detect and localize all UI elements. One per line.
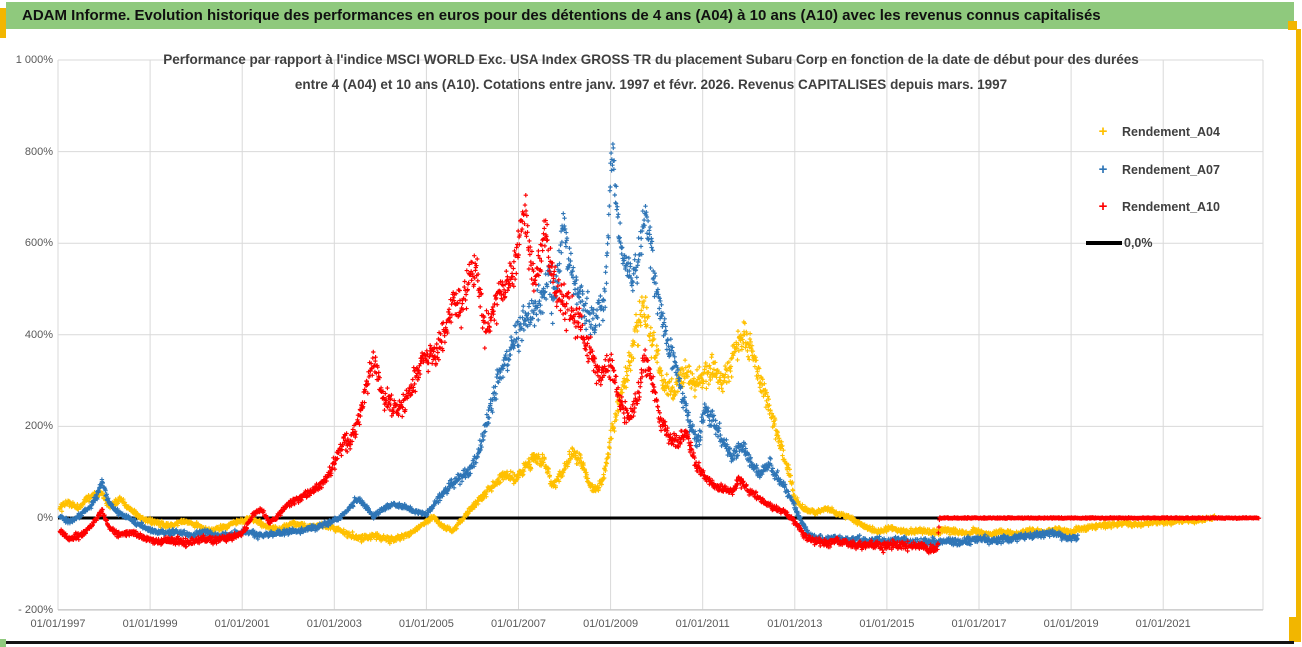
x-tick-label: 01/01/1997 [30, 618, 86, 630]
decor-gold-accent-top-left [0, 8, 6, 38]
x-tick-label: 01/01/2009 [583, 618, 639, 630]
legend-item-0-0-: 0,0% [1086, 233, 1153, 253]
decor-gold-strip-right [1296, 29, 1301, 641]
x-tick-label: 01/01/2011 [675, 618, 730, 630]
chart-title-line1: Performance par rapport à l'indice MSCI … [163, 52, 1139, 67]
y-tick-label: 1 000% [15, 54, 53, 66]
decor-green-accent-bottom-left [0, 639, 6, 647]
legend-label: 0,0% [1124, 236, 1153, 250]
x-tick-label: 01/01/2013 [767, 618, 823, 630]
x-tick-label: 01/01/2017 [951, 618, 1007, 630]
y-tick-label: 200% [24, 420, 53, 433]
x-tick-label: 01/01/1999 [122, 618, 178, 630]
series-Rendement_A04 [57, 294, 1218, 546]
report-header: ADAM Informe. Evolution historique des p… [6, 2, 1294, 29]
decor-gold-accent-top-right [1288, 21, 1297, 30]
legend-plus-marker: + [1098, 123, 1108, 140]
legend-label: Rendement_A07 [1122, 163, 1220, 177]
series-Rendement_A10 [57, 193, 1261, 556]
decor-black-strip-bottom [6, 641, 1294, 644]
y-tick-label: 400% [24, 328, 53, 341]
x-tick-label: 01/01/2003 [306, 618, 362, 630]
legend-item-rendement-a07: + Rendement_A07 [1086, 160, 1220, 180]
decor-gold-accent-bottom-right [1289, 617, 1301, 642]
x-tick-label: 01/01/2005 [398, 618, 454, 630]
x-tick-label: 01/01/2019 [1043, 618, 1099, 630]
legend-plus-marker: + [1098, 198, 1108, 215]
chart-title-line2: entre 4 (A04) et 10 ans (A10). Cotations… [294, 77, 1008, 92]
legend-label: Rendement_A04 [1122, 125, 1220, 139]
y-tick-label: 800% [24, 145, 53, 158]
x-tick-label: 01/01/2001 [214, 618, 270, 630]
x-tick-label: 01/01/2021 [1135, 618, 1191, 630]
x-tick-label: 01/01/2007 [490, 618, 547, 630]
chart-title: Performance par rapport à l'indice MSCI … [146, 47, 1156, 97]
legend-plus-marker: + [1098, 161, 1108, 178]
legend-label: Rendement_A10 [1122, 200, 1220, 214]
y-tick-label: 0% [37, 512, 53, 524]
report-title: ADAM Informe. Evolution historique des p… [22, 7, 1101, 24]
y-tick-label: 600% [24, 237, 53, 250]
y-tick-label: - 200% [18, 603, 53, 616]
series-Rendement_A07 [57, 141, 1080, 549]
legend-item-rendement-a10: + Rendement_A10 [1086, 197, 1220, 217]
legend-item-rendement-a04: + Rendement_A04 [1086, 122, 1220, 142]
x-tick-label: 01/01/2015 [859, 618, 915, 630]
legend-line-swatch [1086, 241, 1122, 245]
